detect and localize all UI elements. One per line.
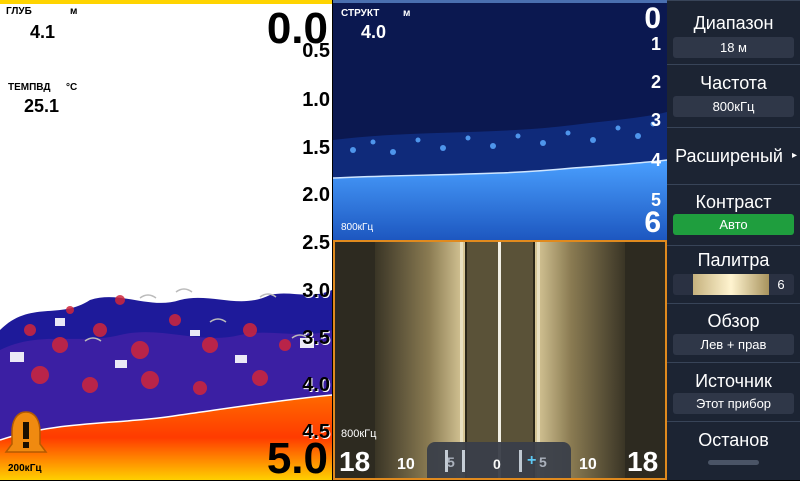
sonar-menu: Диапазон 18 м Частота 800кГц Расширеный … [667, 0, 800, 480]
menu-contrast-title: Контраст [695, 192, 772, 212]
depth-scale-tick: 3.5 [302, 327, 330, 349]
water-temp-value: 25.1 [24, 96, 60, 116]
alarm-bell-icon[interactable] [4, 410, 48, 460]
structure-depth-value: 4.0 [361, 22, 387, 42]
menu-view[interactable]: Обзор Лев + прав [667, 303, 800, 363]
sonar-returns [0, 288, 332, 480]
menu-palette[interactable]: Палитра 6 [667, 245, 800, 304]
structure-returns [333, 112, 667, 240]
depth-scale-tick: 0.5 [302, 40, 330, 62]
depth-unit: м [70, 6, 78, 17]
depth-scale-tick: 3.0 [302, 280, 330, 302]
depth-scale-tick: 4.0 [302, 374, 330, 396]
sidescan-left-tick: 5 [447, 454, 455, 470]
structure-scale-tick: 5 [650, 190, 661, 210]
structure-scale-tick: 1 [650, 34, 661, 54]
menu-stop[interactable]: Останов [667, 421, 800, 481]
menu-stop-title: Останов [698, 430, 769, 450]
menu-source-value[interactable]: Этот прибор [673, 393, 794, 414]
menu-source[interactable]: Источник Этот прибор [667, 362, 800, 422]
sidescan-left-mid: 10 [397, 456, 415, 473]
structure-scale-tick: 6 [644, 206, 661, 239]
left-marker-icon[interactable] [445, 450, 465, 472]
menu-palette-value[interactable]: 6 [673, 274, 794, 295]
cursor-crosshair-icon[interactable]: + [527, 452, 537, 469]
chevron-right-icon: ▸ [791, 150, 797, 161]
structure-scale-tick: 2 [650, 72, 661, 92]
range-bottom: 5.0 [266, 434, 328, 480]
sidescan-returns [335, 242, 665, 478]
menu-range[interactable]: Диапазон 18 м [667, 0, 800, 65]
active-pane-indicator [0, 0, 332, 4]
depth-scale-tick: 4.5 [302, 421, 330, 443]
sidescan-right-mid: 10 [579, 456, 597, 473]
sidescan-panel[interactable]: 800кГц 18 10 5 0 + 5 10 18 [333, 240, 667, 480]
structure-label: СТРУКТ [341, 8, 380, 19]
sonar-2d-panel[interactable]: ГЛУБ м 4.1 ТЕМПВД °C 25.1 0.0 5.0 0.5 1.… [0, 0, 332, 480]
menu-view-title: Обзор [707, 311, 760, 331]
menu-palette-title: Палитра [697, 250, 770, 270]
menu-palette-number: 6 [777, 277, 785, 292]
menu-frequency-value[interactable]: 800кГц [673, 96, 794, 117]
menu-contrast-value[interactable]: Авто [673, 214, 794, 235]
menu-range-title: Диапазон [693, 13, 774, 33]
sidescan-frequency: 800кГц [341, 428, 377, 440]
panel-top-border [333, 0, 667, 3]
right-marker-icon[interactable] [519, 450, 522, 472]
depth-scale-tick: 1.5 [302, 137, 330, 159]
stop-indicator [708, 460, 759, 465]
water-temp-label: ТЕМПВД [8, 82, 51, 93]
sidescan-center: 0 [493, 456, 501, 472]
range-top: 0.0 [266, 4, 328, 53]
menu-advanced-title: Расширеный [675, 146, 783, 166]
palette-swatch [693, 274, 769, 295]
structure-unit: м [403, 8, 411, 19]
structure-scale-tick: 3 [650, 110, 661, 130]
water-temp-unit: °C [66, 82, 78, 93]
depth-value: 4.1 [30, 22, 56, 42]
menu-contrast[interactable]: Контраст Авто [667, 184, 800, 246]
structure-frequency: 800кГц [341, 222, 374, 233]
depth-scale-tick: 2.5 [302, 232, 330, 254]
sidescan-right-range: 18 [627, 446, 659, 477]
structure-scale-tick: 0 [644, 2, 661, 35]
menu-range-value[interactable]: 18 м [673, 37, 794, 58]
sidescan-scale-bar: 5 0 + 5 [427, 442, 571, 478]
menu-frequency-title: Частота [700, 73, 767, 93]
structure-scan-panel[interactable]: СТРУКТ м 4.0 0 1 2 3 4 5 6 800кГц [333, 0, 667, 240]
menu-advanced[interactable]: Расширеный ▸ [667, 127, 800, 185]
depth-label: ГЛУБ [6, 6, 32, 17]
sidescan-left-range: 18 [339, 446, 371, 477]
menu-source-title: Источник [695, 371, 772, 391]
menu-view-value[interactable]: Лев + прав [673, 334, 794, 355]
depth-scale-tick: 2.0 [302, 184, 330, 206]
sonar-frequency: 200кГц [8, 463, 42, 474]
depth-scale-tick: 1.0 [302, 89, 330, 111]
sidescan-right-tick: 5 [539, 454, 547, 470]
menu-frequency[interactable]: Частота 800кГц [667, 64, 800, 128]
structure-scale-tick: 4 [650, 150, 661, 170]
